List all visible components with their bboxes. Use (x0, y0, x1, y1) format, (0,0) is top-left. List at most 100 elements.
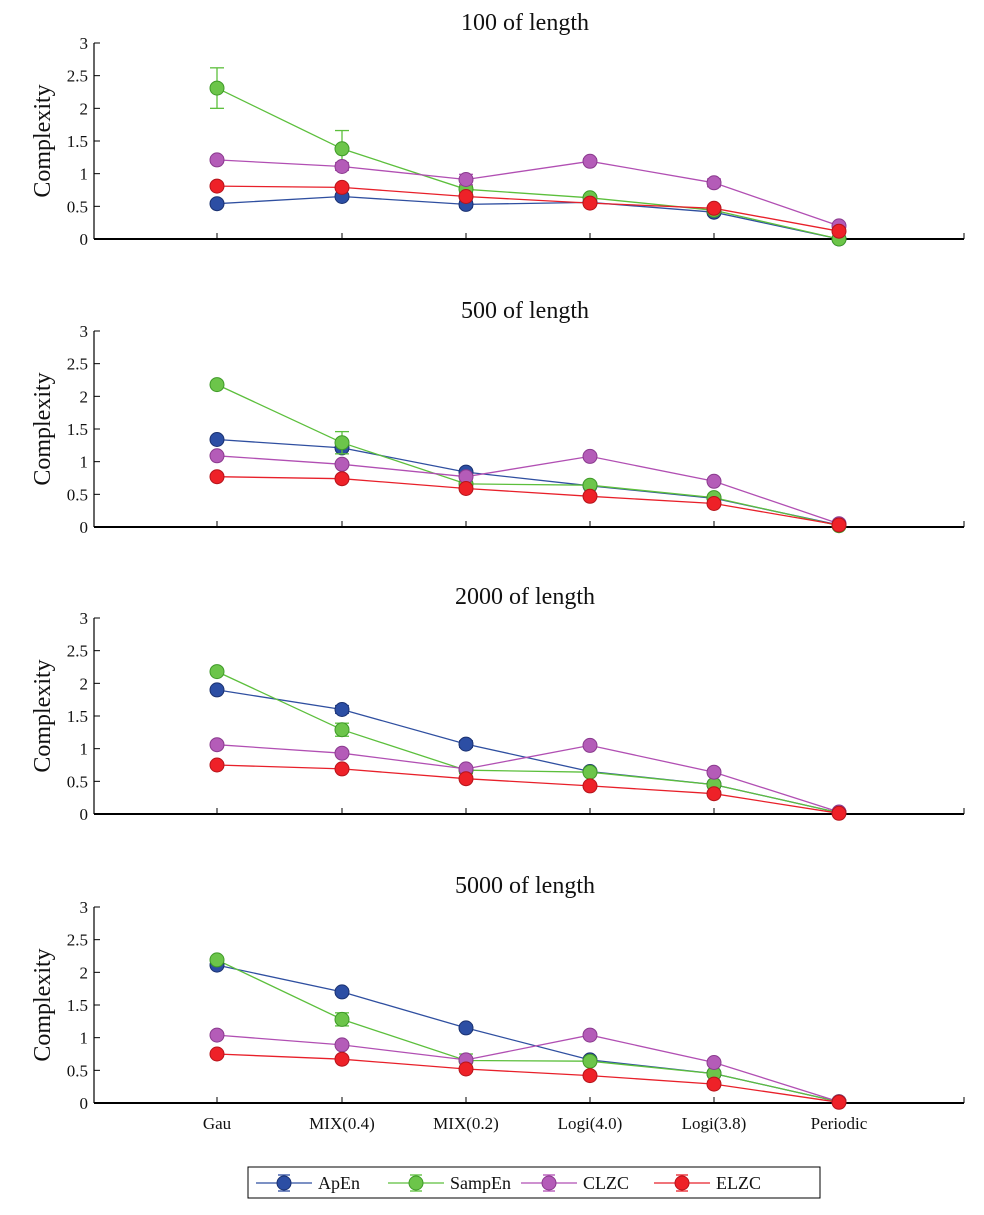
data-point-clzc (209, 448, 225, 464)
y-tick-label: 0 (80, 805, 89, 824)
legend-label-elzc: ELZC (716, 1173, 761, 1193)
series-line-elzc (216, 764, 840, 814)
chart-panel-2: 500 of length Complexity 0 0.5 1 1.5 2 2.5 3 (30, 298, 965, 537)
legend-label-clzc: CLZC (583, 1173, 629, 1193)
y-tick-label: 0 (80, 518, 89, 537)
y-axis-label: Complexity (30, 372, 56, 485)
data-point-elzc (334, 179, 350, 195)
y-tick-label: 1.5 (67, 996, 88, 1015)
legend-marker-sampen (408, 1175, 424, 1191)
data-point-elzc (458, 481, 474, 496)
y-axis-label: Complexity (30, 84, 56, 197)
data-point-sampen (209, 952, 225, 968)
legend-label-sampen: SampEn (450, 1173, 511, 1193)
data-point-elzc (706, 1076, 722, 1092)
chart-title: 5000 of length (455, 873, 595, 899)
x-tick-label: Logi(3.8) (682, 1114, 747, 1133)
data-point-clzc (706, 1055, 722, 1070)
data-point-clzc (706, 764, 722, 780)
data-point-elzc (831, 1094, 847, 1110)
data-point-clzc (706, 473, 722, 489)
data-point-clzc (582, 448, 598, 464)
y-tick-label: 1 (80, 165, 89, 184)
y-tick-label: 1 (80, 1029, 89, 1048)
data-point-sampen (334, 722, 350, 738)
data-point-sampen (334, 1011, 350, 1027)
y-tick-label: 0.5 (67, 485, 88, 504)
chart-title: 500 of length (461, 298, 589, 324)
series-line-clzc (216, 744, 840, 813)
data-point-apen (209, 196, 225, 212)
y-tick-label: 0 (80, 230, 89, 249)
y-tick-label: 0.5 (67, 1061, 88, 1080)
y-tick-label: 3 (80, 609, 89, 628)
y-tick-label: 3 (80, 322, 89, 341)
data-point-clzc (582, 1027, 598, 1043)
data-point-elzc (582, 778, 598, 794)
data-point-sampen (582, 1053, 598, 1069)
series-line-sampen (216, 384, 840, 527)
series-line-clzc (216, 159, 840, 227)
data-point-elzc (458, 1061, 474, 1077)
series-line-elzc (216, 1053, 840, 1103)
series-line-clzc (216, 455, 840, 525)
y-tick-label: 0.5 (67, 772, 88, 791)
data-point-sampen (209, 377, 225, 393)
data-point-apen (334, 984, 350, 1000)
series-line-apen (216, 195, 840, 240)
y-tick-label: 2 (80, 99, 89, 118)
data-point-elzc (706, 496, 722, 511)
legend-label-apen: ApEn (318, 1173, 360, 1193)
data-point-apen (458, 736, 474, 752)
y-tick-label: 2.5 (67, 642, 88, 661)
chart-panel-4: 5000 of length Complexity 0 0.5 1 1.5 2 2.5 3 Gau… (30, 873, 965, 1133)
legend-marker-clzc (541, 1175, 557, 1191)
data-point-elzc (831, 805, 847, 821)
data-point-apen (209, 432, 225, 447)
data-point-elzc (706, 200, 722, 216)
data-point-clzc (582, 153, 598, 169)
data-point-clzc (334, 745, 350, 761)
series-line-elzc (216, 185, 840, 232)
data-point-elzc (209, 1046, 225, 1062)
y-tick-label: 2.5 (67, 355, 88, 374)
data-point-clzc (334, 159, 350, 174)
data-point-apen (458, 1020, 474, 1036)
data-point-clzc (458, 172, 474, 187)
data-point-elzc (458, 189, 474, 204)
x-tick-label: MIX(0.2) (433, 1114, 499, 1133)
y-axis-label: Complexity (30, 659, 56, 772)
x-tick-label: Logi(4.0) (558, 1114, 623, 1133)
data-point-elzc (458, 771, 474, 787)
data-point-elzc (582, 195, 598, 211)
data-point-clzc (209, 152, 225, 168)
data-point-sampen (209, 664, 225, 680)
y-tick-label: 1.5 (67, 132, 88, 151)
data-point-clzc (209, 737, 225, 753)
y-tick-label: 0 (80, 1094, 89, 1113)
data-point-clzc (334, 1037, 350, 1053)
series-line-apen (216, 438, 840, 526)
y-tick-label: 3 (80, 34, 89, 53)
data-point-elzc (831, 517, 847, 533)
series-line-sampen (216, 87, 840, 240)
x-tick-label: Gau (203, 1114, 232, 1133)
data-point-clzc (582, 737, 598, 753)
data-point-elzc (334, 471, 350, 487)
y-tick-label: 1.5 (67, 707, 88, 726)
y-axis-label: Complexity (30, 948, 56, 1061)
series-line-sampen (216, 671, 840, 814)
x-tick-label: Periodic (811, 1114, 868, 1133)
chart-title: 100 of length (461, 10, 589, 36)
y-tick-label: 0.5 (67, 197, 88, 216)
data-point-apen (334, 702, 350, 717)
data-point-elzc (706, 786, 722, 802)
y-tick-label: 3 (80, 898, 89, 917)
data-point-elzc (209, 469, 225, 485)
data-point-elzc (334, 761, 350, 777)
legend: ApEn SampEn CLZC ELZC (247, 1166, 821, 1199)
series-line-elzc (216, 476, 840, 526)
y-tick-label: 2.5 (67, 931, 88, 950)
